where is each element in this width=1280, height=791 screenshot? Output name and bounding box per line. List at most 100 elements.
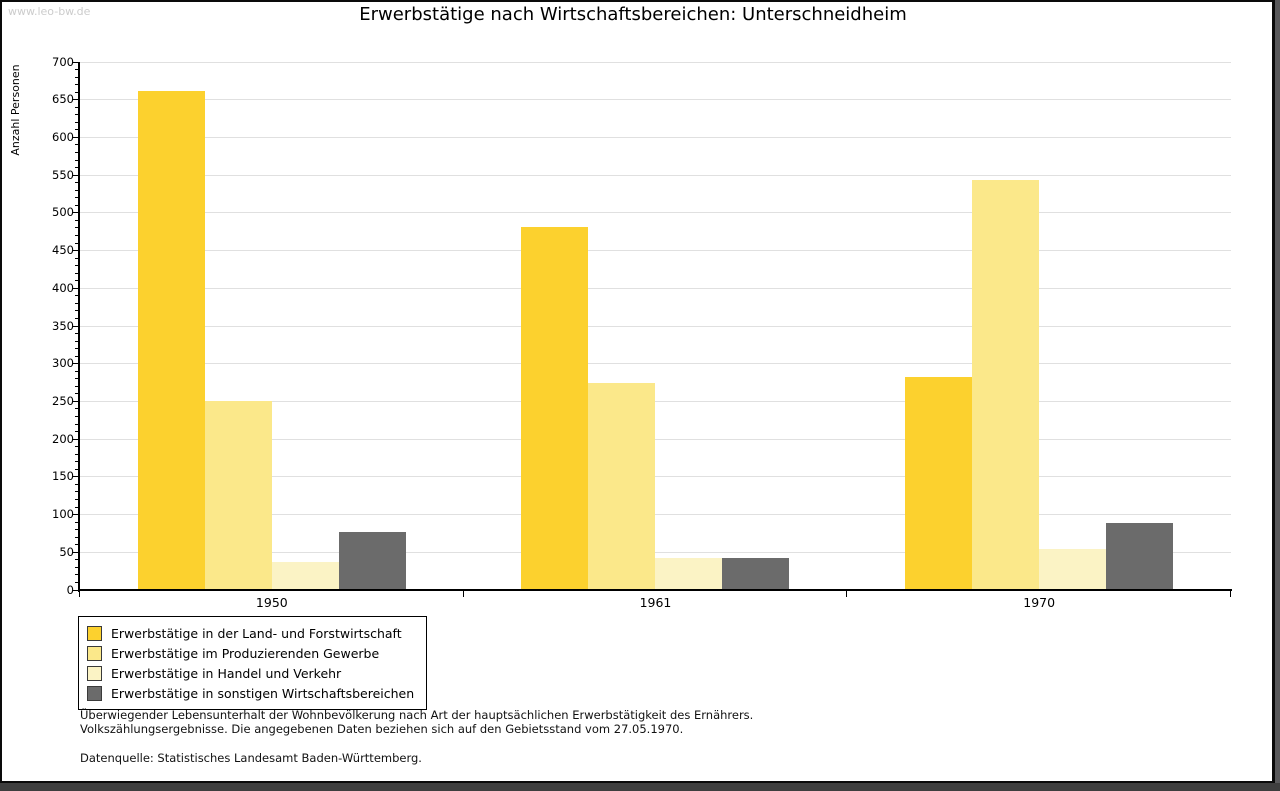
y-minor-tick-430: [75, 265, 79, 267]
y-minor-tick-190: [75, 446, 79, 448]
y-minor-tick-620: [75, 121, 79, 123]
y-minor-tick-220: [75, 423, 79, 425]
y-minor-tick-310: [75, 355, 79, 357]
gridline-500: [80, 212, 1231, 214]
gridline-350: [80, 325, 1231, 327]
legend-label: Erwerbstätige in der Land- und Forstwirt…: [111, 625, 402, 641]
legend-item: Erwerbstätige in der Land- und Forstwirt…: [87, 623, 414, 643]
bar-1950-erwerbst-tige-in-handel-und-verkehr: [271, 562, 339, 590]
bar-1970-erwerbst-tige-in-der-land-und-forstwirtschaft: [905, 376, 973, 590]
gridline-250: [80, 400, 1231, 402]
legend-label: Erwerbstätige in sonstigen Wirtschaftsbe…: [111, 685, 415, 701]
y-minor-tick-110: [75, 506, 79, 508]
y-tick-label-650: 650: [52, 92, 74, 107]
y-minor-tick-670: [75, 84, 79, 86]
gridline-150: [80, 476, 1231, 478]
legend-swatch: [87, 645, 102, 661]
y-major-tick-550: [72, 174, 79, 176]
y-minor-tick-180: [75, 453, 79, 455]
y-minor-tick-590: [75, 144, 79, 146]
y-minor-tick-20: [75, 574, 79, 576]
y-minor-tick-610: [75, 129, 79, 131]
bar-group-1950: [80, 62, 464, 590]
y-minor-tick-10: [75, 581, 79, 583]
window-border-left: [0, 0, 2, 783]
footnote: Überwiegender Lebensunterhalt der Wohnbe…: [80, 708, 754, 736]
legend-box: Erwerbstätige in der Land- und Forstwirt…: [78, 616, 428, 710]
y-minor-tick-120: [75, 498, 79, 500]
legend-item: Erwerbstätige im Produzierenden Gewerbe: [87, 643, 414, 663]
y-minor-tick-480: [75, 227, 79, 229]
y-minor-tick-470: [75, 234, 79, 236]
bar-1970-erwerbst-tige-im-produzierenden-gewerbe: [972, 180, 1040, 590]
y-tick-label-150: 150: [52, 469, 74, 484]
legend-swatch: [87, 685, 102, 701]
bar-1950-erwerbst-tige-in-der-land-und-forstwirtschaft: [137, 91, 205, 590]
data-source: Datenquelle: Statistisches Landesamt Bad…: [80, 751, 422, 765]
y-minor-tick-570: [75, 159, 79, 161]
legend-item: Erwerbstätige in sonstigen Wirtschaftsbe…: [87, 683, 414, 703]
gridline-200: [80, 438, 1231, 440]
y-minor-tick-630: [75, 114, 79, 116]
y-major-tick-300: [72, 363, 79, 365]
y-minor-tick-380: [75, 302, 79, 304]
gridline-450: [80, 250, 1231, 252]
y-major-tick-500: [72, 212, 79, 214]
x-tick-3: [1230, 591, 1231, 597]
x-tick-2: [846, 591, 848, 597]
bar-group-1961: [464, 62, 848, 590]
legend-label: Erwerbstätige im Produzierenden Gewerbe: [111, 645, 380, 661]
y-minor-tick-80: [75, 529, 79, 531]
y-axis-line: [78, 62, 80, 592]
y-major-tick-450: [72, 250, 79, 252]
window-border-bottom-shadow: [0, 783, 1280, 791]
y-tick-label-450: 450: [52, 243, 74, 258]
y-minor-tick-370: [75, 310, 79, 312]
legend-swatch: [87, 625, 102, 641]
y-axis-label: Anzahl Personen: [9, 64, 22, 156]
x-category-label-1961: 1961: [639, 595, 672, 610]
y-minor-tick-60: [75, 544, 79, 546]
y-minor-tick-510: [75, 204, 79, 206]
y-minor-tick-640: [75, 106, 79, 108]
y-minor-tick-140: [75, 483, 79, 485]
footnote-line-1: Überwiegender Lebensunterhalt der Wohnbe…: [80, 708, 754, 722]
y-minor-tick-560: [75, 167, 79, 169]
y-minor-tick-410: [75, 280, 79, 282]
y-minor-tick-260: [75, 393, 79, 395]
gridline-400: [80, 287, 1231, 289]
bar-1970-erwerbst-tige-in-sonstigen-wirtschaftsbereichen: [1106, 522, 1174, 590]
x-category-label-1950: 1950: [255, 595, 288, 610]
y-minor-tick-130: [75, 491, 79, 493]
chart-title: Erwerbstätige nach Wirtschaftsbereichen:…: [359, 4, 907, 25]
bar-1961-erwerbst-tige-in-sonstigen-wirtschaftsbereichen: [722, 557, 790, 590]
x-axis-line: [78, 589, 1232, 591]
bar-1961-erwerbst-tige-in-handel-und-verkehr: [655, 557, 723, 590]
y-major-tick-400: [72, 287, 79, 289]
y-major-tick-200: [72, 438, 79, 440]
watermark-link: www.leo-bw.de: [8, 5, 91, 18]
y-minor-tick-540: [75, 182, 79, 184]
y-minor-tick-440: [75, 257, 79, 259]
y-tick-label-200: 200: [52, 431, 74, 446]
y-minor-tick-270: [75, 385, 79, 387]
y-tick-label-700: 700: [52, 54, 74, 69]
y-minor-tick-340: [75, 333, 79, 335]
y-major-tick-0: [72, 589, 79, 591]
bar-group-1970: [847, 62, 1231, 590]
y-major-tick-350: [72, 325, 79, 327]
x-category-label-1970: 1970: [1023, 595, 1056, 610]
y-minor-tick-290: [75, 370, 79, 372]
y-minor-tick-460: [75, 242, 79, 244]
gridline-100: [80, 514, 1231, 516]
y-minor-tick-330: [75, 340, 79, 342]
y-minor-tick-360: [75, 317, 79, 319]
bar-1961-erwerbst-tige-im-produzierenden-gewerbe: [588, 382, 656, 590]
y-minor-tick-530: [75, 189, 79, 191]
window-border-bottom: [0, 781, 1275, 783]
y-minor-tick-320: [75, 348, 79, 350]
y-tick-label-50: 50: [59, 544, 74, 559]
gridline-50: [80, 551, 1231, 553]
y-minor-tick-160: [75, 468, 79, 470]
